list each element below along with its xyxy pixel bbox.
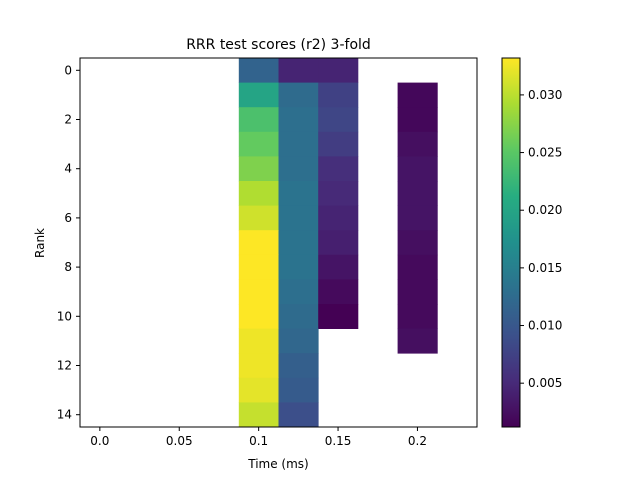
heatmap-cell	[278, 205, 319, 231]
y-axis: 0 2 4 6 8 10 12 14	[57, 63, 80, 422]
heatmap-cell	[397, 181, 438, 206]
y-tick-label: 0	[64, 63, 72, 77]
heatmap-cell	[397, 230, 438, 256]
heatmap-cell	[318, 230, 359, 256]
x-tick-label: 0.2	[408, 434, 427, 448]
heatmap-cell	[238, 377, 279, 403]
heatmap-cell	[238, 254, 279, 280]
heatmap-cell	[278, 353, 319, 379]
y-tick-label: 12	[57, 359, 72, 373]
x-tick-label: 0.0	[90, 434, 109, 448]
y-tick-label: 10	[57, 309, 72, 323]
heatmap-cell	[278, 377, 319, 403]
heatmap-cell	[397, 205, 438, 231]
heatmap-cell	[397, 82, 438, 108]
heatmap-cell	[318, 107, 359, 133]
x-axis-label: Time (ms)	[247, 457, 309, 471]
heatmap-cell	[238, 82, 279, 108]
heatmap-cell	[238, 304, 279, 329]
heatmap-cell	[318, 82, 359, 108]
heatmap-cell	[238, 402, 279, 428]
heatmap-cell	[238, 205, 279, 231]
colorbar-tick-label: 0.025	[528, 146, 562, 160]
colorbar: 0.005 0.010 0.015 0.020 0.025 0.030	[501, 57, 562, 428]
heatmap-cell	[318, 58, 359, 83]
heatmap-cell	[318, 131, 359, 157]
y-axis-label: Rank	[33, 228, 47, 258]
y-tick-label: 14	[57, 408, 72, 422]
heatmap-cell	[397, 156, 438, 182]
y-tick-label: 2	[64, 113, 72, 127]
y-tick-label: 8	[64, 260, 72, 274]
heatmap-cell	[397, 328, 438, 354]
heatmap-cell	[278, 82, 319, 108]
heatmap-cell	[278, 230, 319, 256]
plot-frame	[79, 57, 478, 428]
heatmap-cells	[238, 58, 438, 428]
heatmap-cell	[278, 107, 319, 133]
y-tick-label: 6	[64, 211, 72, 225]
heatmap-cell	[238, 156, 279, 182]
colorbar-tick-label: 0.005	[528, 376, 562, 390]
heatmap-cell	[397, 279, 438, 305]
heatmap-cell	[238, 279, 279, 305]
colorbar-gradient	[501, 57, 521, 428]
x-tick-label: 0.15	[325, 434, 352, 448]
heatmap-cell	[278, 58, 319, 83]
x-tick-label: 0.05	[166, 434, 193, 448]
y-tick-label: 4	[64, 162, 72, 176]
heatmap-cell	[278, 131, 319, 157]
x-axis: 0.0 0.05 0.1 0.15 0.2	[90, 427, 427, 448]
heatmap-cell	[238, 328, 279, 354]
heatmap-cell	[278, 328, 319, 354]
chart-title: RRR test scores (r2) 3-fold	[186, 37, 371, 53]
heatmap-cell	[318, 156, 359, 182]
x-tick-label: 0.1	[249, 434, 268, 448]
heatmap-cell	[238, 353, 279, 379]
heatmap-cell	[318, 205, 359, 231]
heatmap-cell	[238, 58, 279, 83]
heatmap-cell	[318, 279, 359, 305]
heatmap-cell	[397, 254, 438, 280]
heatmap-cell	[318, 254, 359, 280]
heatmap-cell	[397, 304, 438, 329]
heatmap-cell	[278, 402, 319, 428]
heatmap-cell	[278, 181, 319, 206]
colorbar-tick-label: 0.015	[528, 261, 562, 275]
heatmap-cell	[318, 181, 359, 206]
heatmap-cell	[318, 304, 359, 329]
heatmap-cell	[278, 254, 319, 280]
heatmap-cell	[397, 131, 438, 157]
heatmap-cell	[278, 304, 319, 329]
colorbar-tick-label: 0.010	[528, 319, 562, 333]
heatmap-cell	[397, 107, 438, 133]
heatmap-cell	[238, 131, 279, 157]
heatmap-cell	[278, 279, 319, 305]
colorbar-tick-label: 0.030	[528, 88, 562, 102]
heatmap-cell	[238, 181, 279, 206]
heatmap-cell	[278, 156, 319, 182]
heatmap-cell	[238, 107, 279, 133]
heatmap-cell	[238, 230, 279, 256]
colorbar-tick-label: 0.020	[528, 203, 562, 217]
